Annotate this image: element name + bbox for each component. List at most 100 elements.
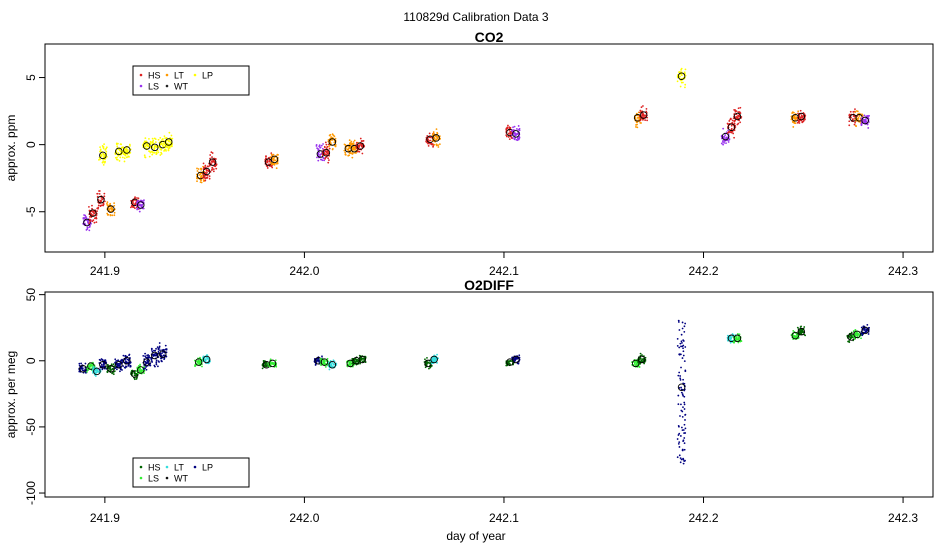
cluster-mean-marker — [194, 358, 203, 366]
cluster-mean-marker — [677, 72, 686, 80]
data-point — [168, 139, 171, 142]
cluster-mean-marker — [99, 151, 107, 160]
data-point — [159, 154, 162, 156]
data-point — [681, 449, 684, 452]
data-point — [153, 151, 156, 154]
data-point — [93, 217, 96, 220]
data-point — [681, 342, 683, 344]
data-point — [868, 326, 870, 329]
data-point — [150, 358, 153, 361]
data-point — [729, 338, 732, 341]
data-point — [428, 132, 431, 135]
data-point — [208, 177, 211, 180]
data-point — [432, 131, 435, 133]
data-point — [158, 361, 160, 363]
data-point — [508, 138, 511, 141]
data-point — [852, 110, 855, 113]
data-point — [165, 348, 168, 351]
data-point — [796, 121, 799, 124]
data-point — [680, 333, 683, 336]
data-point — [102, 163, 105, 166]
data-point — [434, 358, 437, 361]
data-point — [513, 359, 516, 361]
data-point — [161, 138, 164, 141]
data-point — [792, 329, 795, 332]
legend-label: LP — [202, 71, 213, 81]
data-point — [319, 146, 322, 149]
data-point — [197, 360, 200, 363]
data-point — [360, 358, 363, 361]
data-point — [318, 151, 320, 154]
cluster — [78, 362, 88, 374]
data-point — [359, 137, 362, 140]
data-point — [506, 361, 509, 364]
data-point — [109, 207, 112, 210]
cluster-mean-marker — [512, 130, 520, 138]
cluster — [321, 141, 331, 164]
data-point — [151, 153, 154, 156]
data-point — [156, 149, 159, 152]
data-point — [166, 146, 169, 149]
data-point — [204, 164, 207, 167]
data-point — [362, 360, 365, 363]
cluster-mean-marker — [137, 366, 145, 374]
data-point — [205, 168, 208, 171]
data-point — [736, 115, 739, 117]
data-point — [102, 146, 104, 148]
data-point — [684, 427, 687, 430]
data-point — [274, 359, 277, 362]
data-point — [360, 144, 363, 146]
data-point — [343, 143, 346, 146]
data-point — [101, 161, 104, 164]
cluster — [142, 352, 152, 371]
data-point — [111, 209, 114, 212]
data-point — [727, 141, 730, 143]
data-point — [793, 121, 796, 123]
data-point — [866, 323, 869, 326]
data-point — [124, 148, 127, 151]
data-point — [352, 148, 355, 151]
cluster — [355, 137, 366, 155]
legend-label: WT — [174, 82, 188, 92]
data-point — [99, 146, 101, 149]
data-point — [436, 131, 439, 134]
data-point — [94, 369, 97, 371]
data-points — [78, 319, 870, 465]
data-point — [110, 363, 113, 366]
data-point — [153, 364, 156, 367]
data-point — [143, 372, 145, 374]
data-point — [438, 143, 441, 146]
cluster-mean-marker — [143, 142, 151, 150]
data-point — [507, 133, 510, 135]
data-point — [358, 150, 361, 153]
data-point — [92, 211, 95, 214]
y-tick-label: 50 — [24, 288, 38, 302]
data-point — [683, 403, 686, 406]
data-point — [196, 360, 198, 363]
data-point — [633, 362, 636, 365]
data-point — [682, 81, 684, 84]
data-point — [727, 131, 730, 133]
cluster — [357, 354, 367, 364]
data-point — [212, 168, 215, 171]
data-point — [266, 160, 269, 163]
data-point — [154, 354, 157, 357]
cluster — [720, 127, 731, 146]
data-point — [334, 145, 337, 148]
data-point — [88, 229, 91, 232]
data-point — [78, 362, 81, 365]
data-point — [98, 192, 101, 195]
cluster-mean-marker — [93, 367, 101, 376]
data-point — [433, 137, 436, 140]
data-point — [727, 139, 729, 142]
legend-label: LP — [202, 463, 213, 473]
data-point — [437, 146, 440, 148]
data-point — [207, 170, 210, 172]
cluster-mean-marker — [87, 362, 95, 370]
data-point — [428, 367, 430, 370]
data-point — [167, 147, 170, 150]
cluster — [796, 325, 807, 337]
data-point — [98, 190, 100, 192]
data-point — [146, 354, 149, 357]
data-point — [194, 364, 196, 366]
